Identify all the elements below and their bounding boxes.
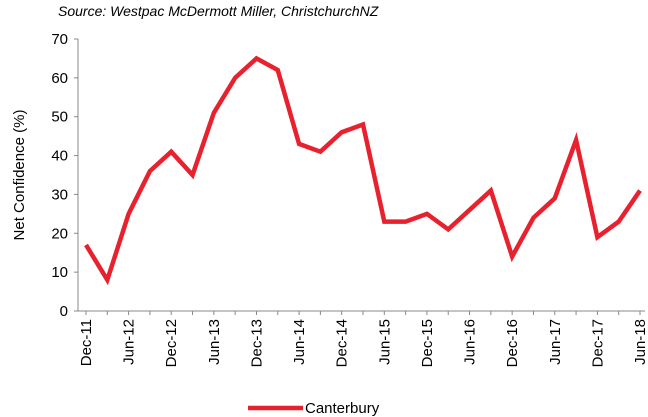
y-tick-label: 30 xyxy=(51,186,68,203)
y-tick-label: 20 xyxy=(51,225,68,242)
x-tick-label: Dec-11 xyxy=(78,319,95,366)
y-tick-label: 50 xyxy=(51,109,68,126)
x-tick-label: Jun-13 xyxy=(206,319,223,365)
x-tick-label: Jun-16 xyxy=(462,319,479,365)
x-tick-label: Jun-15 xyxy=(376,319,393,365)
y-tick-label: 10 xyxy=(51,264,68,281)
x-tick-label: Dec-15 xyxy=(419,319,436,367)
x-tick-label: Jun-12 xyxy=(121,319,138,365)
x-tick-label: Dec-16 xyxy=(504,319,521,367)
x-tick-label: Dec-17 xyxy=(589,319,606,367)
x-tick-label: Jun-14 xyxy=(291,319,308,365)
y-tick-label: 70 xyxy=(51,31,68,48)
line-series xyxy=(84,55,642,286)
y-tick-label: 60 xyxy=(51,70,68,87)
x-tick-label: Dec-12 xyxy=(163,319,180,367)
x-tick-label: Jun-18 xyxy=(632,319,648,365)
y-tick-label: 40 xyxy=(51,148,68,165)
chart-subtitle: Source: Westpac McDermott Miller, Christ… xyxy=(58,3,379,19)
legend-label: Canterbury xyxy=(305,400,380,417)
x-tick-label: Dec-13 xyxy=(248,319,265,367)
y-axis-label: Net Confidence (%) xyxy=(11,110,28,241)
x-tick-label: Jun-17 xyxy=(547,319,564,365)
y-tick-label: 0 xyxy=(60,303,68,320)
x-tick-label: Dec-14 xyxy=(334,319,351,367)
